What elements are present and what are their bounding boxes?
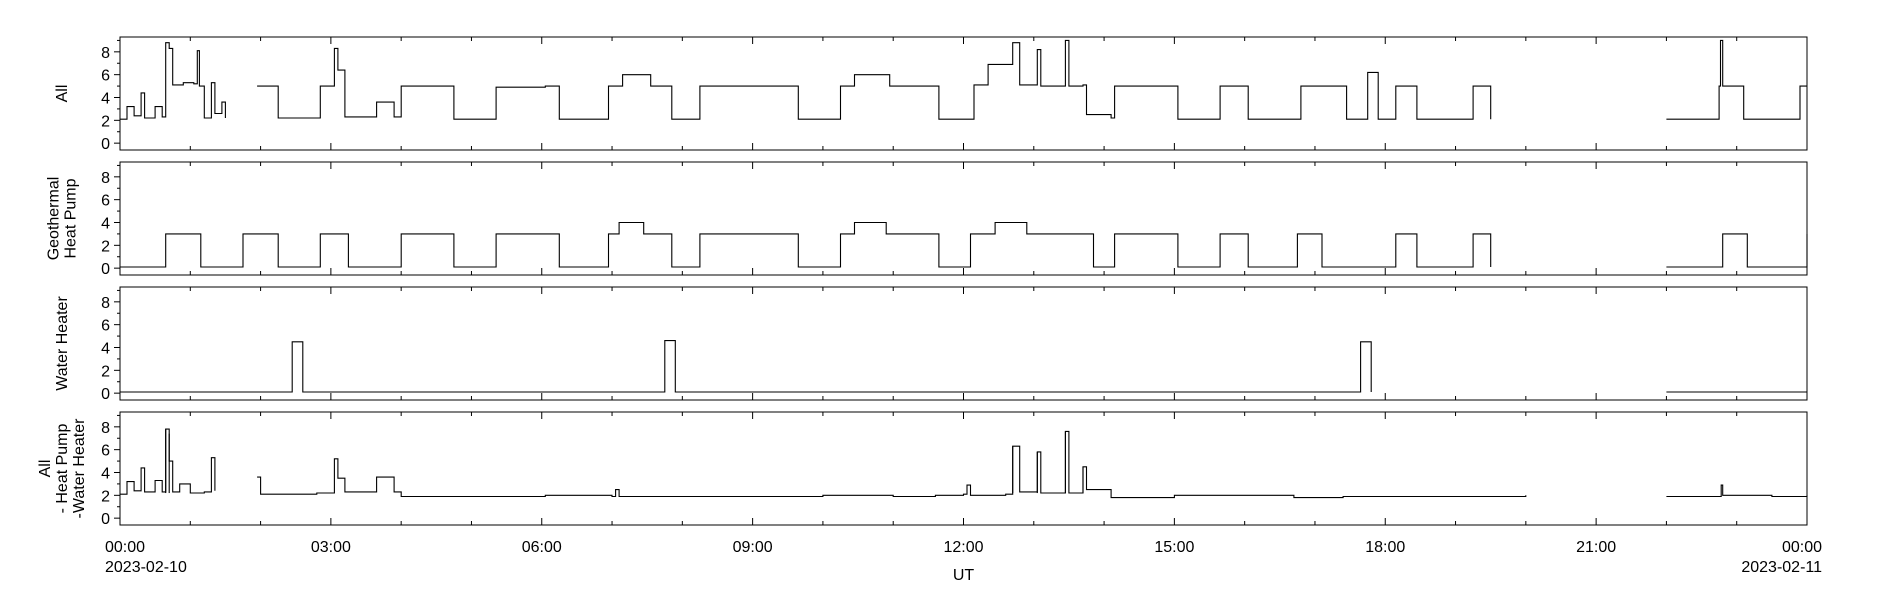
x-tick-label: 06:00 bbox=[522, 539, 562, 556]
series-line bbox=[120, 221, 1808, 268]
y-tick-label: 2 bbox=[101, 113, 110, 130]
y-axis-label-line: All bbox=[54, 85, 71, 103]
y-axis-label-line: Geothermal bbox=[46, 177, 63, 261]
x-tick-label: 18:00 bbox=[1365, 539, 1405, 556]
panel-1: 0 2 4 6 8 All bbox=[54, 36, 1808, 153]
y-tick-label: 8 bbox=[101, 170, 110, 187]
y-tick-label: 6 bbox=[101, 68, 110, 85]
y-tick-label: 0 bbox=[101, 136, 110, 153]
y-tick-label: 6 bbox=[101, 318, 110, 335]
y-tick-label: 8 bbox=[101, 420, 110, 437]
x-start-date-label: 2023-02-10 bbox=[105, 559, 187, 576]
x-end-date-label: 2023-02-11 bbox=[1741, 559, 1822, 576]
y-axis-label: All- Heat Pump-Water Heater bbox=[37, 418, 88, 519]
series-line bbox=[120, 428, 1808, 499]
panel-frame bbox=[119, 286, 1808, 401]
panel-frame bbox=[119, 36, 1808, 151]
panel-3: 0 2 4 6 8 Water Heater bbox=[54, 286, 1808, 403]
series-line bbox=[120, 340, 1807, 393]
y-tick-label: 8 bbox=[101, 295, 110, 312]
y-tick-label: 2 bbox=[101, 238, 110, 255]
panels-group: 0 2 4 6 8 All 0 2 4 6 8 GeothermalHeat Pump 0 2 4 6 8 Wat… bbox=[37, 36, 1808, 528]
panel-frame bbox=[119, 411, 1808, 526]
y-tick-label: 4 bbox=[101, 465, 110, 482]
y-axis-label-line: - Heat Pump bbox=[54, 423, 71, 513]
x-tick-label: 15:00 bbox=[1154, 539, 1194, 556]
y-tick-label: 4 bbox=[101, 340, 110, 357]
y-axis-label: All bbox=[54, 85, 71, 103]
y-axis-label-line: Water Heater bbox=[54, 296, 71, 391]
y-axis-label-line: -Water Heater bbox=[71, 418, 88, 519]
panel-frame bbox=[119, 161, 1808, 276]
x-tick-label: 00:00 bbox=[105, 539, 145, 556]
x-tick-label: 03:00 bbox=[311, 539, 351, 556]
y-tick-label: 6 bbox=[101, 193, 110, 210]
panel-2: 0 2 4 6 8 GeothermalHeat Pump bbox=[46, 161, 1808, 278]
x-axis-label: UT bbox=[953, 567, 975, 584]
x-tick-label: 09:00 bbox=[733, 539, 773, 556]
y-tick-label: 2 bbox=[101, 363, 110, 380]
y-tick-label: 8 bbox=[101, 45, 110, 62]
y-tick-label: 6 bbox=[101, 443, 110, 460]
series-line bbox=[120, 39, 1807, 120]
y-axis-label: GeothermalHeat Pump bbox=[46, 177, 80, 261]
x-tick-label: 21:00 bbox=[1576, 539, 1616, 556]
y-tick-label: 0 bbox=[101, 511, 110, 528]
y-axis-label-line: Heat Pump bbox=[63, 178, 80, 258]
y-tick-label: 4 bbox=[101, 90, 110, 107]
x-tick-label: 00:00 bbox=[1782, 539, 1822, 556]
y-tick-label: 0 bbox=[101, 386, 110, 403]
y-axis-label-line: All bbox=[37, 460, 54, 478]
panel-4: 0 2 4 6 8 All- Heat Pump-Water Heater bbox=[37, 411, 1808, 528]
y-tick-label: 4 bbox=[101, 215, 110, 232]
x-axis: UT 2023-02-10 2023-02-11 00:00 03:00 06:00… bbox=[105, 539, 1822, 584]
x-tick-label: 12:00 bbox=[943, 539, 983, 556]
y-tick-label: 0 bbox=[101, 261, 110, 278]
y-axis-label: Water Heater bbox=[54, 296, 71, 391]
y-tick-label: 2 bbox=[101, 488, 110, 505]
